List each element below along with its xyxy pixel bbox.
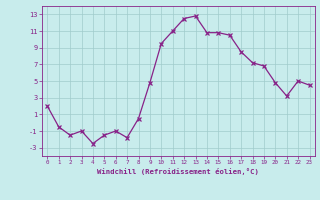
X-axis label: Windchill (Refroidissement éolien,°C): Windchill (Refroidissement éolien,°C) — [98, 168, 259, 175]
